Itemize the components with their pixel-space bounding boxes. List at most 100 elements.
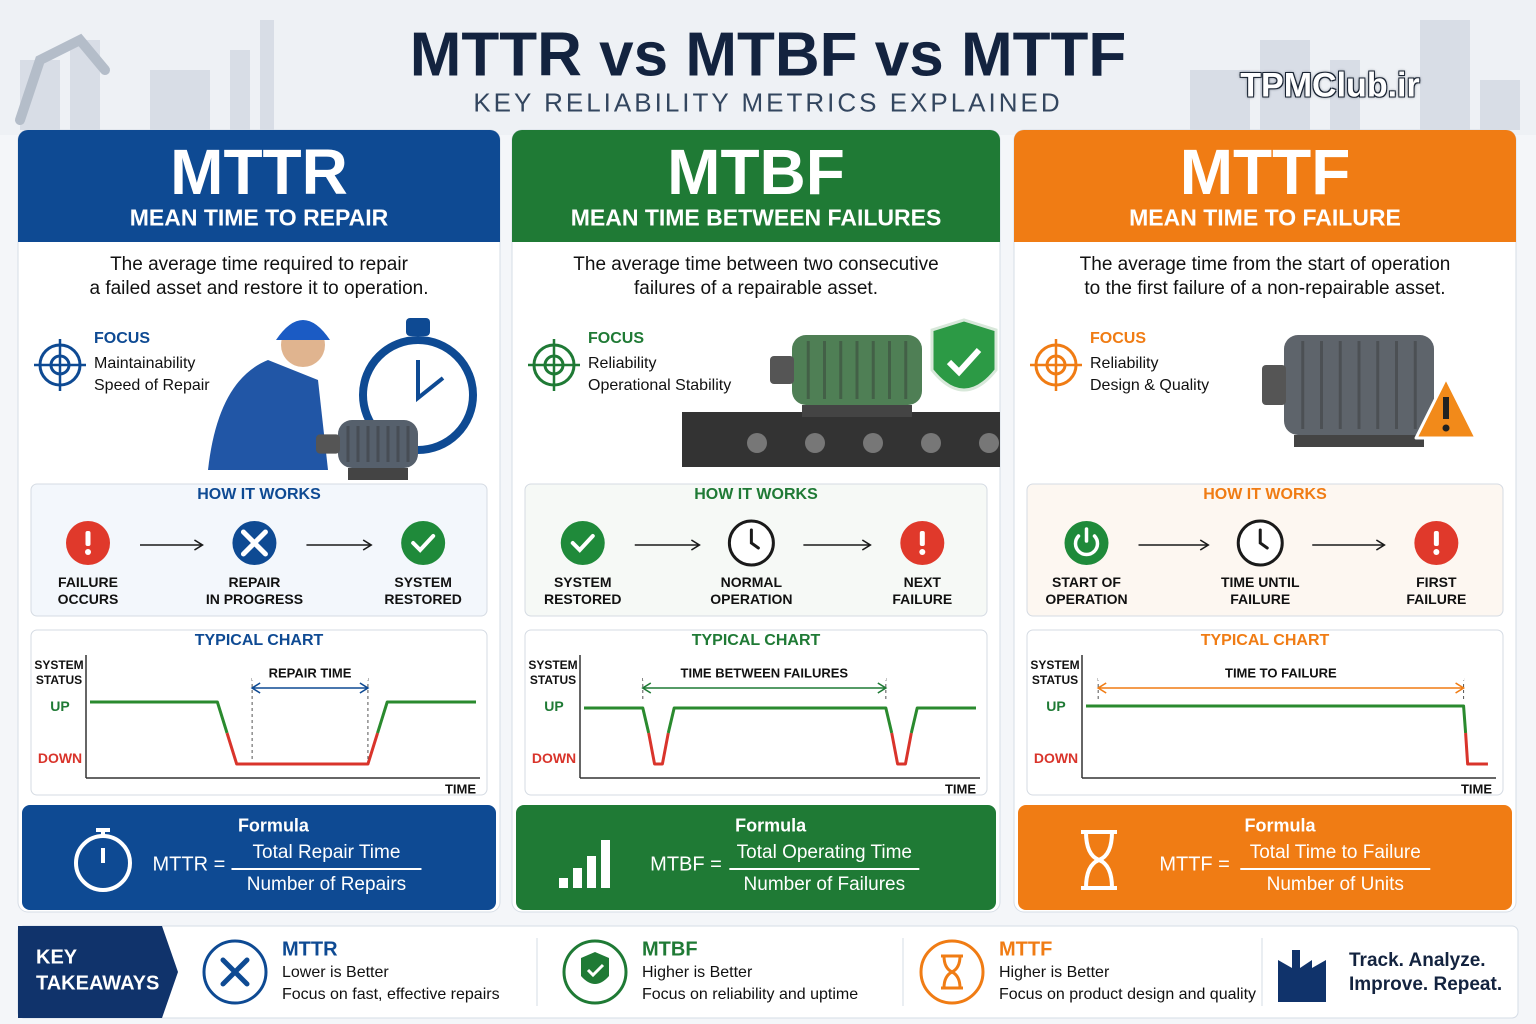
focus-icon bbox=[528, 339, 580, 391]
takeaway-line: Focus on fast, effective repairs bbox=[282, 986, 500, 1003]
motor bbox=[338, 420, 418, 468]
stopwatch bbox=[416, 360, 445, 403]
formula-numerator: Total Operating Time bbox=[736, 842, 912, 863]
formula-lhs: MTTR = bbox=[152, 853, 226, 876]
section-heading: HOW IT WORKS bbox=[197, 486, 321, 503]
chart-box bbox=[1026, 629, 1504, 796]
takeaway-icon bbox=[220, 957, 250, 987]
status-line bbox=[1464, 732, 1488, 766]
motor-shaft bbox=[316, 434, 340, 454]
skyline bbox=[1260, 40, 1310, 130]
status-down: DOWN bbox=[531, 750, 577, 766]
formula-denominator: Number of Units bbox=[1266, 874, 1404, 895]
motor-shaft bbox=[1262, 365, 1286, 405]
focus-item: Operational Stability bbox=[588, 377, 732, 394]
span-label: TIME BETWEEN FAILURES bbox=[642, 665, 886, 681]
status-down: DOWN bbox=[37, 750, 83, 766]
formula-icon bbox=[1081, 830, 1117, 890]
takeaway-line: Higher is Better bbox=[642, 964, 753, 981]
skyline bbox=[230, 50, 250, 130]
step-label: RESTORED bbox=[543, 591, 622, 607]
takeaway-line: Focus on reliability and uptime bbox=[642, 986, 859, 1003]
failure-icon bbox=[919, 531, 925, 546]
shield-check bbox=[946, 347, 982, 377]
status-line bbox=[647, 732, 670, 766]
closing-line: Improve. Repeat. bbox=[1349, 974, 1503, 995]
formula-lhs: MTBF = bbox=[650, 853, 722, 876]
failure-icon bbox=[85, 549, 91, 555]
arrow bbox=[362, 539, 373, 551]
step-label: REPAIR bbox=[228, 574, 281, 590]
roller bbox=[979, 433, 999, 453]
axis-label: TIME bbox=[1460, 781, 1492, 797]
description: failures of a repairable asset. bbox=[634, 278, 878, 299]
failure-icon bbox=[85, 531, 91, 546]
formula-numerator: Total Repair Time bbox=[252, 842, 401, 863]
stopwatch bbox=[406, 318, 430, 336]
roller bbox=[805, 433, 825, 453]
formula-box bbox=[516, 805, 996, 910]
skyline bbox=[1330, 60, 1360, 130]
formula-denominator: Number of Failures bbox=[743, 874, 906, 895]
focus-item: Reliability bbox=[588, 355, 657, 372]
arrow bbox=[877, 682, 888, 694]
takeaway-line: Higher is Better bbox=[999, 964, 1110, 981]
skyline bbox=[1190, 70, 1250, 130]
step-label: NEXT bbox=[903, 574, 941, 590]
description: The average time required to repair bbox=[110, 254, 408, 275]
status-up: UP bbox=[544, 698, 564, 714]
description: The average time between two consecutive bbox=[573, 254, 939, 275]
closing-line: Track. Analyze. bbox=[1349, 950, 1486, 971]
step-label: OCCURS bbox=[57, 591, 119, 607]
axis-label: STATUS bbox=[1031, 673, 1079, 687]
skyline bbox=[150, 70, 210, 130]
check-icon bbox=[401, 521, 446, 565]
takeaway-title: MTBF bbox=[642, 938, 698, 961]
skyline bbox=[1420, 20, 1470, 130]
takeaway-line: Focus on product design and quality bbox=[999, 986, 1257, 1003]
arrow bbox=[194, 539, 204, 551]
clock-icon bbox=[1258, 528, 1269, 550]
step-label: FAILURE bbox=[892, 591, 953, 607]
roller bbox=[747, 433, 767, 453]
section-heading: HOW IT WORKS bbox=[1203, 486, 1327, 503]
roller bbox=[921, 433, 941, 453]
panel-name: MEAN TIME TO REPAIR bbox=[129, 204, 389, 231]
status-line bbox=[890, 732, 913, 766]
axis-label: STATUS bbox=[529, 673, 577, 687]
panel-name: MEAN TIME TO FAILURE bbox=[1129, 204, 1401, 231]
motor-base bbox=[1294, 435, 1424, 447]
status-line bbox=[90, 700, 229, 734]
formula-icon bbox=[601, 840, 610, 888]
formula-label: Formula bbox=[1244, 815, 1316, 836]
formula-icon bbox=[559, 878, 568, 888]
axis-label: TIME bbox=[444, 781, 476, 797]
axis-label: SYSTEM bbox=[1030, 658, 1080, 672]
motor-base bbox=[802, 405, 912, 417]
skyline bbox=[260, 20, 274, 130]
motor bbox=[1284, 335, 1434, 435]
focus-item: Reliability bbox=[1090, 355, 1159, 372]
focus-item: Speed of Repair bbox=[94, 377, 210, 394]
formula-label: Formula bbox=[735, 815, 807, 836]
title: MTTR vs MTBF vs MTTF bbox=[409, 20, 1127, 90]
formula-icon bbox=[587, 856, 596, 888]
takeaways-heading: TAKEAWAYS bbox=[36, 972, 160, 995]
status-line bbox=[909, 706, 976, 734]
step-label: FIRST bbox=[1416, 574, 1457, 590]
focus-icon bbox=[34, 339, 86, 391]
arrow bbox=[690, 539, 701, 551]
panel-abbr: MTBF bbox=[667, 136, 845, 208]
focus-label: FOCUS bbox=[588, 330, 644, 347]
formula-icon bbox=[96, 828, 110, 863]
section-heading: TYPICAL CHART bbox=[691, 632, 821, 649]
check-icon bbox=[411, 534, 436, 553]
panel-abbr: MTTF bbox=[1179, 136, 1351, 208]
step-label: TIME UNTIL bbox=[1220, 574, 1300, 590]
power-icon bbox=[1064, 521, 1109, 565]
takeaway-icon bbox=[586, 963, 605, 978]
status-line bbox=[225, 732, 380, 766]
section-heading: TYPICAL CHART bbox=[1200, 632, 1330, 649]
panel-name: MEAN TIME BETWEEN FAILURES bbox=[570, 204, 942, 231]
